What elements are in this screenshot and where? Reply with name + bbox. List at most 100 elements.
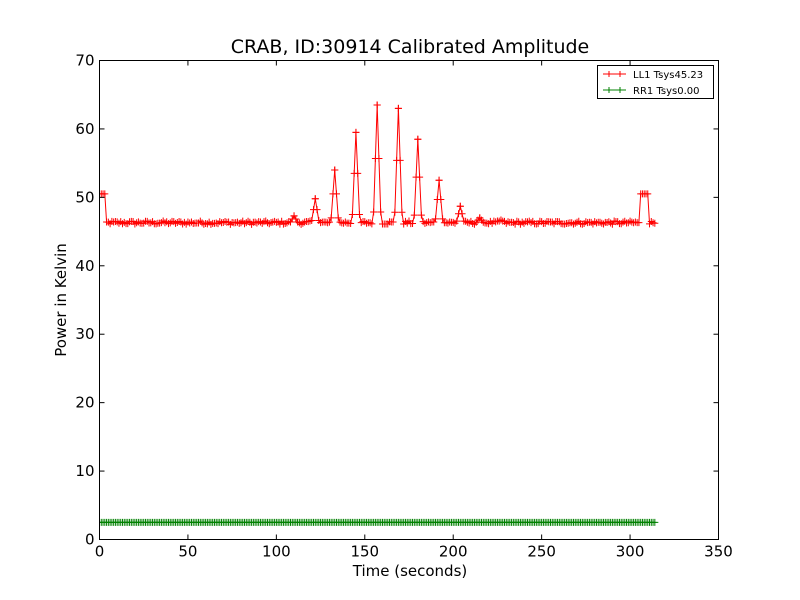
data-point (432, 215, 440, 223)
data-point (469, 219, 477, 227)
data-point (172, 219, 180, 227)
data-point (520, 219, 528, 227)
data-point (435, 176, 443, 184)
legend-label-rr1: RR1 Tsys0.00 (633, 86, 700, 97)
data-point (449, 218, 457, 226)
data-point (513, 217, 521, 225)
data-point (327, 214, 335, 222)
data-point (347, 220, 355, 228)
data-point (463, 218, 471, 226)
data-point (391, 208, 399, 216)
data-point (352, 128, 360, 136)
data-point (361, 218, 369, 226)
data-point (283, 219, 291, 227)
data-point (101, 190, 109, 198)
data-point (348, 210, 356, 218)
data-point (414, 135, 422, 143)
data-point (430, 218, 438, 226)
data-point (325, 218, 333, 226)
x-tick-label: 250 (527, 543, 556, 561)
x-tick-label: 150 (350, 543, 379, 561)
data-point (120, 218, 128, 226)
y-axis-label: Power in Kelvin (52, 243, 70, 357)
data-point (479, 218, 487, 226)
data-point (331, 166, 339, 174)
data-point (221, 217, 229, 225)
series-1 (99, 518, 659, 526)
data-point (241, 220, 249, 228)
data-point (396, 156, 404, 164)
data-point (258, 219, 266, 227)
data-point (426, 219, 434, 227)
data-point (394, 104, 402, 112)
data-point (647, 217, 655, 225)
data-point (377, 208, 385, 216)
data-point (370, 208, 378, 216)
legend-label-ll1: LL1 Tsys45.23 (633, 70, 703, 81)
data-point (605, 218, 613, 226)
y-tick-label: 60 (75, 120, 94, 138)
legend-marker-rr1 (606, 87, 623, 93)
data-point (437, 196, 445, 204)
data-point (541, 219, 549, 227)
data-point (373, 101, 381, 109)
y-tick-label: 20 (75, 394, 94, 412)
data-point (453, 217, 461, 225)
data-point (417, 211, 425, 219)
data-point (398, 208, 406, 216)
data-point (207, 220, 215, 228)
x-tick-label: 50 (178, 543, 197, 561)
data-point (635, 219, 643, 227)
data-point (631, 218, 639, 226)
data-point (233, 218, 241, 226)
data-point (651, 518, 659, 526)
data-point (626, 217, 634, 225)
plot-area (99, 101, 659, 526)
data-point (332, 190, 340, 198)
data-point (458, 210, 466, 218)
y-tick-label: 30 (75, 325, 94, 343)
chart-title: CRAB, ID:30914 Calibrated Amplitude (231, 36, 590, 58)
data-point (159, 217, 167, 225)
data-point (262, 217, 270, 225)
data-point (607, 219, 615, 227)
data-point (147, 219, 155, 227)
axes-frame (99, 60, 719, 540)
data-point (292, 215, 300, 223)
y-tick-label: 0 (85, 531, 95, 549)
data-point (196, 217, 204, 225)
data-point (439, 215, 447, 223)
data-point (573, 218, 581, 226)
data-point (509, 218, 517, 226)
y-tick-label: 70 (75, 52, 94, 70)
data-point (244, 217, 252, 225)
data-point (610, 217, 618, 225)
data-point (527, 219, 535, 227)
data-point (308, 216, 316, 224)
data-point (600, 220, 608, 228)
data-point (278, 217, 286, 225)
data-point (355, 210, 363, 218)
y-tick-label: 40 (75, 257, 94, 275)
data-point (561, 220, 569, 228)
data-point (591, 218, 599, 226)
data-point (619, 218, 627, 226)
data-point (226, 220, 234, 228)
data-point (363, 219, 371, 227)
data-point (389, 218, 397, 226)
data-point (173, 219, 181, 227)
x-axis-label: Time (seconds) (352, 562, 468, 580)
x-tick-label: 300 (616, 543, 645, 561)
data-point (334, 214, 342, 222)
legend-box (597, 65, 714, 99)
data-point (287, 218, 295, 226)
y-tick-label: 50 (75, 188, 94, 206)
x-tick-label: 100 (262, 543, 291, 561)
data-point (324, 219, 332, 227)
data-point (357, 219, 365, 227)
data-point (421, 219, 429, 227)
axis-ticks: 0 50 100 150 200 250 300 350 0 10 20 30 40 50 60 70 (75, 52, 732, 561)
legend: LL1 Tsys45.23 RR1 Tsys0.00 (597, 65, 714, 99)
